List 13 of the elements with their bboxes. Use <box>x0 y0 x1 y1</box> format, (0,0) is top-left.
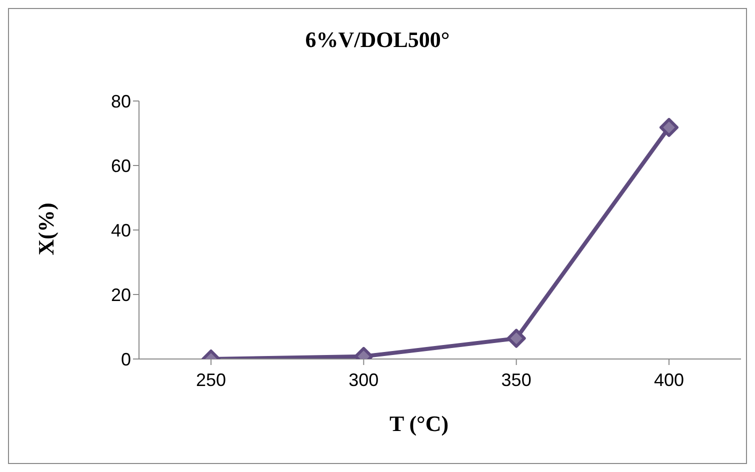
point <box>660 118 678 137</box>
x-tick-label: 400 <box>654 370 684 390</box>
y-axis-title: X(%) <box>33 202 59 256</box>
chart-title: 6%V/DOL500° <box>304 27 451 53</box>
y-tick-label: 60 <box>110 156 131 176</box>
x-tick-label: 250 <box>196 370 226 390</box>
y-tick-label: 40 <box>110 220 131 240</box>
x-axis-title: T (°C) <box>388 411 450 437</box>
y-tick-label: 20 <box>110 284 131 305</box>
y-tick-label: 0 <box>120 349 131 370</box>
y-tick-label: 80 <box>110 91 131 112</box>
x-tick-label: 350 <box>501 370 532 390</box>
x-tick-label: 300 <box>348 370 379 390</box>
